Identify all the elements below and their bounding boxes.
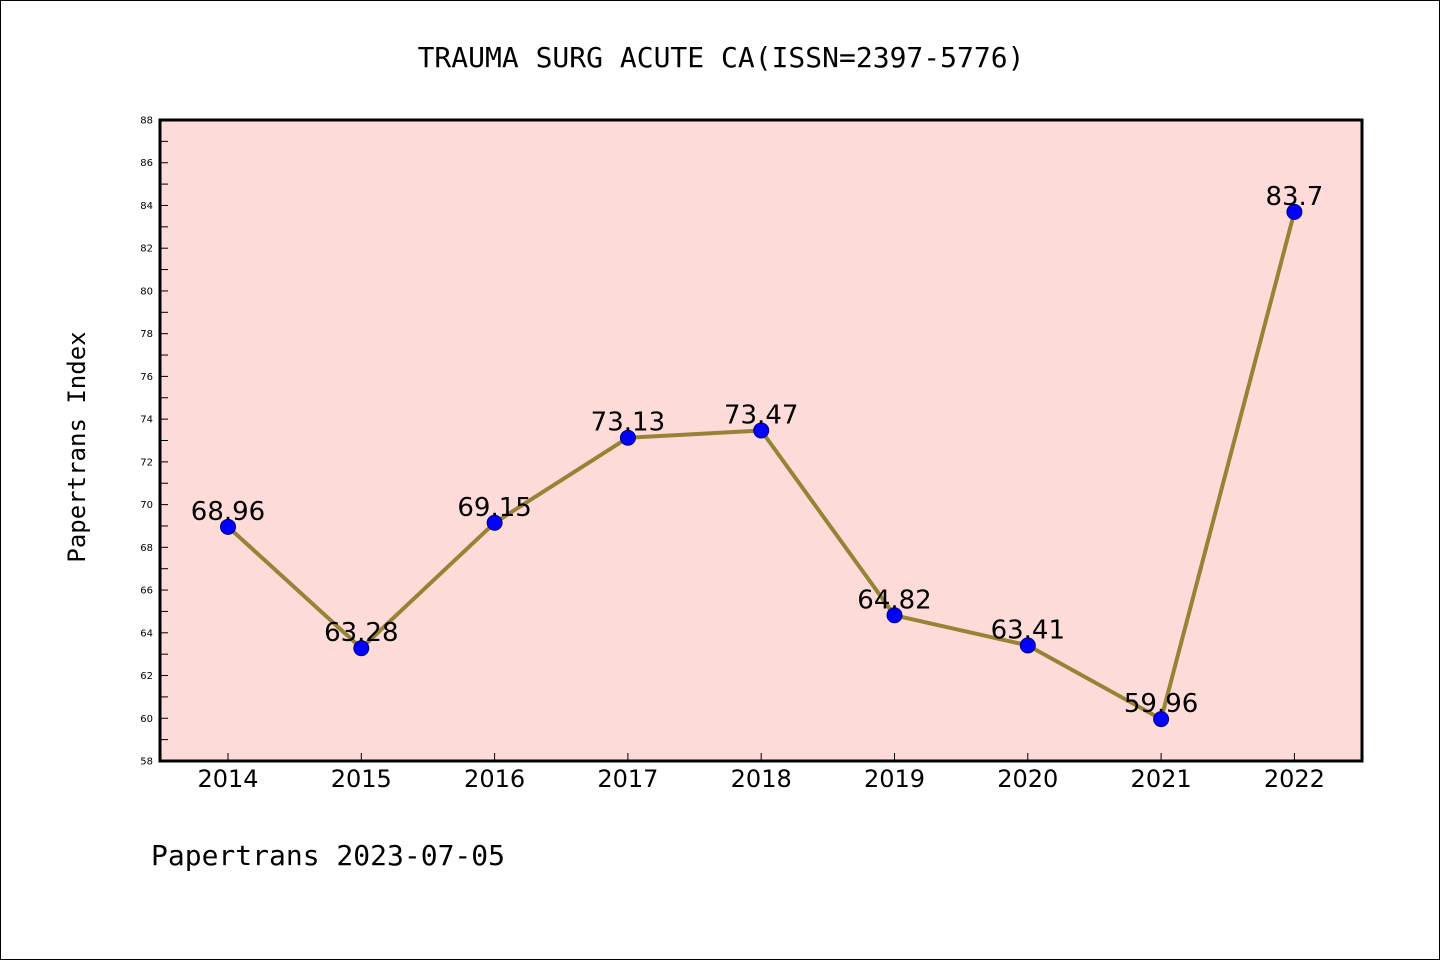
data-point-marker <box>486 514 503 531</box>
x-tick-label: 2021 <box>1131 765 1192 793</box>
y-axis: 58 60 62 64 66 68 70 72 74 76 78 80 82 84 86 88 <box>140 116 168 768</box>
y-tick-label: 80 <box>140 286 153 297</box>
data-point-marker <box>1286 203 1303 220</box>
data-point-label: 63.28 <box>324 618 398 648</box>
plot-area <box>160 120 1362 761</box>
y-tick-label: 88 <box>140 116 153 127</box>
data-point-label: 69.15 <box>457 493 531 523</box>
y-tick-label: 84 <box>140 201 153 212</box>
y-tick-label: 68 <box>140 543 153 554</box>
y-tick-label: 60 <box>140 714 153 725</box>
x-tick-label: 2020 <box>997 765 1058 793</box>
data-point-label: 68.96 <box>191 497 265 527</box>
y-tick-label: 58 <box>140 757 153 768</box>
x-tick-label: 2018 <box>731 765 792 793</box>
footer-date: Papertrans 2023-07-05 <box>151 839 505 872</box>
data-labels: 68.96 63.28 69.15 73.13 73.47 64.82 63.41 59.96… <box>191 182 1324 719</box>
data-point-marker <box>353 640 370 657</box>
data-point-marker <box>886 607 903 624</box>
y-tick-label: 72 <box>140 457 153 468</box>
x-tick-label: 2014 <box>197 765 258 793</box>
data-points <box>220 203 1303 728</box>
x-tick-label: 2015 <box>331 765 392 793</box>
y-tick-label: 74 <box>140 415 153 426</box>
data-point-label: 63.41 <box>991 615 1065 645</box>
x-tick-label: 2019 <box>864 765 925 793</box>
data-point-marker <box>619 429 636 446</box>
data-point-marker <box>1019 637 1036 654</box>
data-point-label: 59.96 <box>1124 689 1198 719</box>
data-point-marker <box>753 422 770 439</box>
x-tick-label: 2017 <box>597 765 658 793</box>
data-point-label: 83.7 <box>1265 182 1323 212</box>
y-tick-label: 64 <box>140 628 153 639</box>
data-point-label: 73.47 <box>724 400 798 430</box>
y-tick-label: 70 <box>140 500 153 511</box>
data-point-marker <box>220 518 236 535</box>
y-tick-label: 82 <box>140 244 153 255</box>
y-tick-label: 62 <box>140 671 153 682</box>
y-tick-label: 78 <box>140 329 153 340</box>
y-tick-label: 66 <box>140 586 153 597</box>
y-axis-label: Papertrans Index <box>63 331 91 562</box>
data-point-label: 64.82 <box>857 585 931 615</box>
x-tick-label: 2022 <box>1264 765 1325 793</box>
chart-title: TRAUMA SURG ACUTE CA(ISSN=2397-5776) <box>418 41 1025 74</box>
x-tick-label: 2016 <box>464 765 525 793</box>
y-tick-label: 76 <box>140 372 153 383</box>
x-axis: 2014 2015 2016 2017 2018 2019 2020 2021 2022 <box>197 753 1325 793</box>
data-point-marker <box>1153 711 1170 728</box>
data-point-label: 73.13 <box>591 408 665 438</box>
y-tick-label: 86 <box>140 158 153 169</box>
plot-border <box>158 118 1364 763</box>
